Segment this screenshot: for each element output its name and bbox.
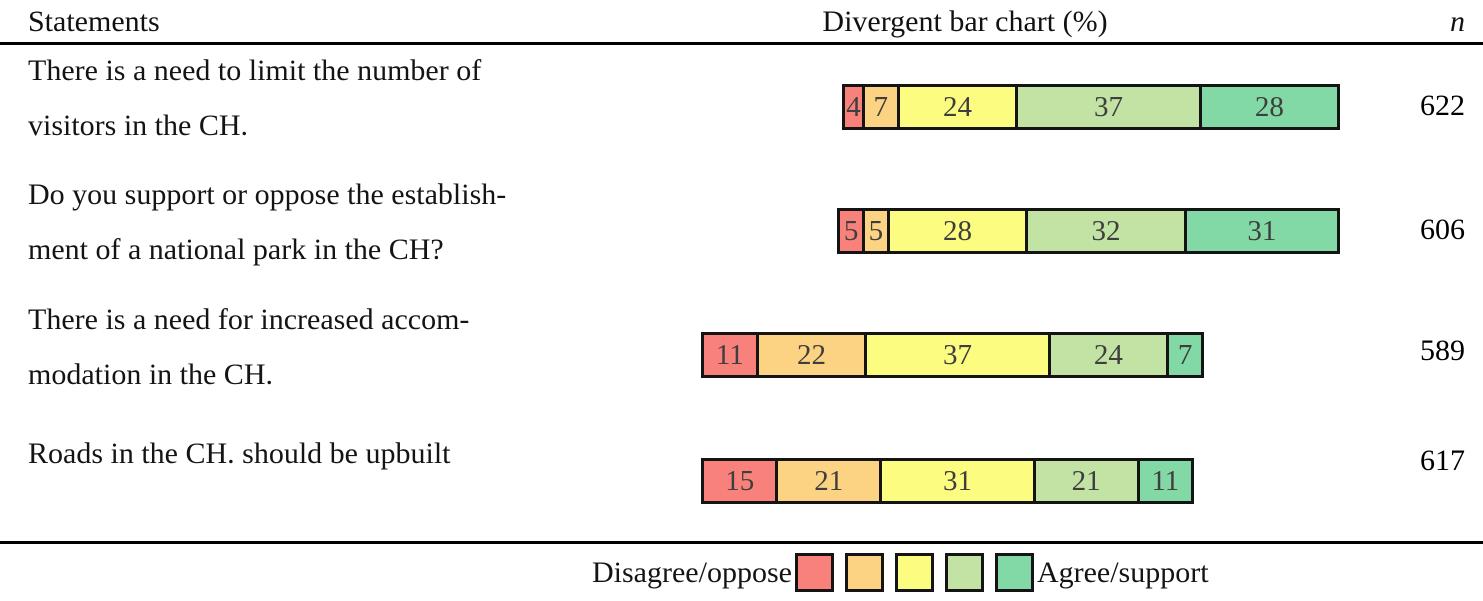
bar-segment: 11 <box>1136 458 1195 504</box>
legend-left-label: Disagree/oppose <box>592 555 792 589</box>
footer-rule <box>0 541 1483 544</box>
segment-value: 11 <box>715 338 744 371</box>
segment-value: 31 <box>942 464 972 497</box>
statement-text: Do you support or oppose the establish-m… <box>28 167 668 277</box>
segment-value: 4 <box>846 90 861 123</box>
n-value: 617 <box>1420 444 1465 477</box>
segment-value: 15 <box>725 464 755 497</box>
bar-segment: 37 <box>1015 84 1202 130</box>
statement-line: There is a need to limit the number of <box>28 54 482 87</box>
statement-line: modation in the CH. <box>28 358 273 391</box>
segment-value: 5 <box>868 214 884 247</box>
n-value: 622 <box>1420 89 1465 122</box>
legend-swatch <box>994 553 1034 592</box>
segment-value: 28 <box>942 214 972 247</box>
segment-value: 37 <box>942 338 972 371</box>
segment-value: 7 <box>1177 338 1193 371</box>
bar-segment: 28 <box>1198 84 1341 130</box>
segment-value: 5 <box>843 214 859 247</box>
bar-segment: 7 <box>1166 332 1204 378</box>
legend-swatch <box>844 553 884 592</box>
n-value: 589 <box>1420 334 1465 367</box>
header-rule <box>0 42 1483 45</box>
bar-segment: 31 <box>1183 208 1341 254</box>
likert-bar: 11 22 37 24 7 <box>701 332 1204 378</box>
bar-segment: 28 <box>886 208 1029 254</box>
bar-segment: 21 <box>1032 458 1140 504</box>
legend-swatch <box>894 553 934 592</box>
statement-line: Do you support or oppose the establish- <box>28 178 507 211</box>
segment-value: 37 <box>1093 90 1123 123</box>
bar-segment: 31 <box>879 458 1036 504</box>
bar-segment: 37 <box>864 332 1051 378</box>
bar-segment: 32 <box>1025 208 1187 254</box>
likert-bar: 5 5 28 32 31 <box>837 208 1341 254</box>
likert-bar: 4 7 24 37 28 <box>842 84 1341 130</box>
statement-line: visitors in the CH. <box>28 109 249 142</box>
statement-text: There is a need for increased accom-moda… <box>28 292 668 402</box>
segment-value: 31 <box>1247 214 1277 247</box>
segment-value: 28 <box>1254 90 1284 123</box>
bar-segment: 7 <box>861 84 900 130</box>
statement-text: Roads in the CH. should be upbuilt <box>28 426 668 481</box>
segment-value: 24 <box>942 90 972 123</box>
bar-segment: 15 <box>701 458 779 504</box>
bar-segment: 21 <box>775 458 883 504</box>
legend-right-label: Agree/support <box>1036 555 1209 589</box>
statement-line: Roads in the CH. should be upbuilt <box>28 437 451 470</box>
bar-segment: 24 <box>896 84 1019 130</box>
statement-line: There is a need for increased accom- <box>28 303 470 336</box>
legend-swatch <box>794 553 834 592</box>
bar-segment: 11 <box>701 332 759 378</box>
segment-value: 32 <box>1091 214 1121 247</box>
likert-bar: 15 21 31 21 11 <box>701 458 1195 504</box>
bar-segment: 24 <box>1047 332 1170 378</box>
segment-value: 22 <box>796 338 826 371</box>
statement-text: There is a need to limit the number of vi… <box>28 43 668 153</box>
n-value: 606 <box>1420 213 1465 246</box>
legend-swatch <box>944 553 984 592</box>
segment-value: 21 <box>1071 464 1101 497</box>
segment-value: 11 <box>1151 464 1180 497</box>
bar-segment: 5 <box>837 208 865 254</box>
bar-segment: 5 <box>861 208 890 254</box>
column-header-chart: Divergent bar chart (%) <box>822 5 1108 38</box>
segment-value: 7 <box>873 90 889 123</box>
column-header-n: n <box>1450 5 1465 38</box>
statement-line: ment of a national park in the CH? <box>28 233 444 266</box>
column-header-statements: Statements <box>28 5 160 38</box>
bar-segment: 22 <box>755 332 868 378</box>
legend-swatches <box>794 553 1034 592</box>
segment-value: 21 <box>814 464 844 497</box>
segment-value: 24 <box>1093 338 1123 371</box>
legend: Disagree/oppose Agree/support <box>592 553 1209 592</box>
